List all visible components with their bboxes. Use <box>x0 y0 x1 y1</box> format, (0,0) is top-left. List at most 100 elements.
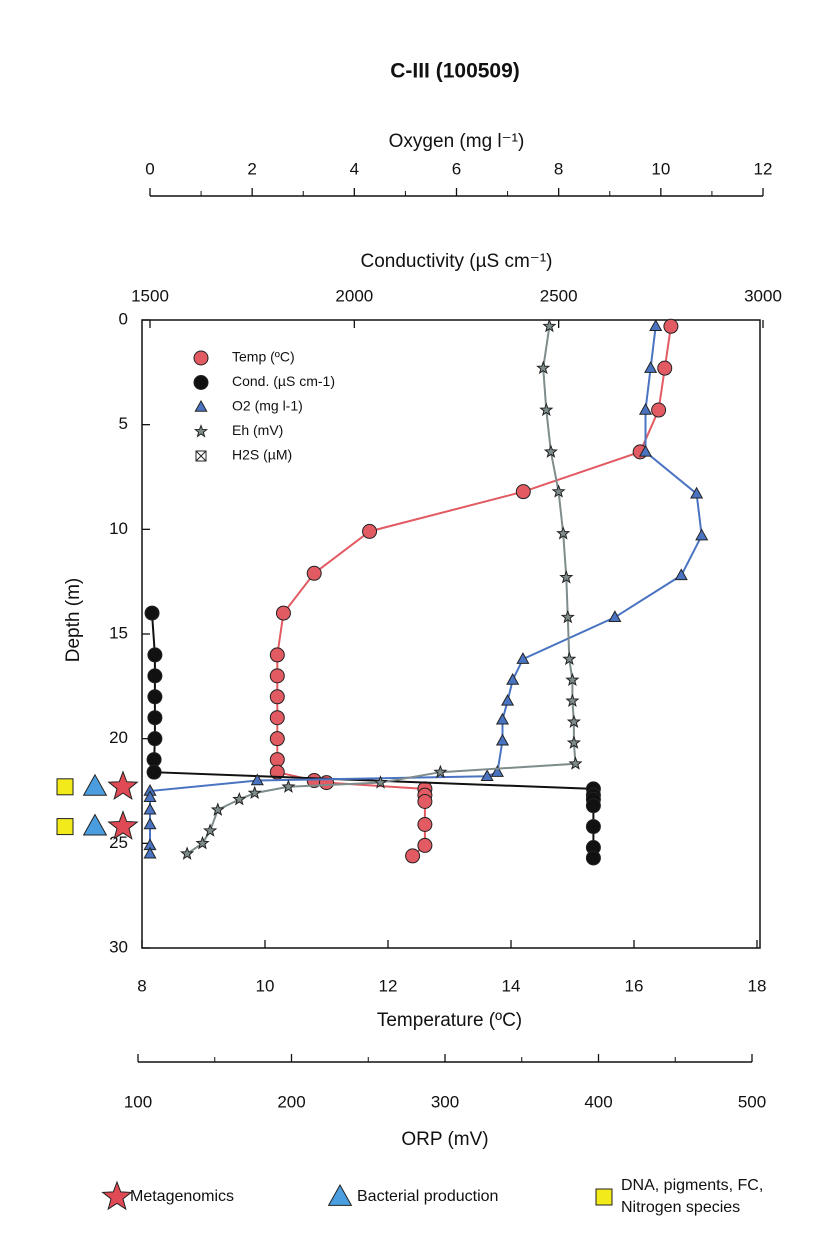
data-point <box>495 733 510 746</box>
x-tick-label: 12 <box>379 976 398 995</box>
plot-frame <box>141 319 761 949</box>
data-point <box>651 402 667 418</box>
y-tick-label: 30 <box>109 937 128 956</box>
x-tick-label: 14 <box>502 976 521 995</box>
data-point <box>638 402 653 415</box>
data-point <box>495 712 510 725</box>
y-tick-label: 10 <box>109 519 128 538</box>
sample-marker <box>107 810 139 840</box>
data-point <box>203 823 218 837</box>
data-point <box>566 735 581 749</box>
data-point <box>250 773 264 786</box>
chart-title: C-III (100509) <box>390 60 520 83</box>
data-point <box>269 710 285 726</box>
data-point <box>501 693 515 706</box>
x-axis-title: Conductivity (µS cm⁻¹) <box>360 251 552 272</box>
data-point <box>195 835 210 850</box>
data-point <box>565 693 580 707</box>
x-tick-label: 500 <box>738 1092 766 1111</box>
data-point <box>143 790 157 802</box>
data-point <box>144 605 160 621</box>
data-point <box>362 523 378 539</box>
data-point <box>275 605 291 621</box>
x-tick-label: 10 <box>651 159 670 178</box>
x-tick-label: 8 <box>554 159 563 178</box>
data-point <box>674 568 688 581</box>
data-point <box>405 848 421 864</box>
data-point <box>480 769 494 782</box>
data-point <box>690 486 704 499</box>
data-point <box>657 360 673 376</box>
x-tick-label: 2 <box>247 159 256 178</box>
key-label: DNA, pigments, FC, <box>621 1177 763 1194</box>
data-point <box>281 779 296 793</box>
y-tick-label: 25 <box>109 833 128 852</box>
data-point <box>180 846 195 860</box>
data-point <box>433 764 448 779</box>
data-point <box>695 528 709 541</box>
key-marker <box>327 1183 353 1206</box>
data-point <box>649 319 663 331</box>
data-point <box>551 484 566 498</box>
data-point <box>562 651 577 666</box>
data-point <box>559 570 574 584</box>
x-tick-label: 6 <box>452 159 461 178</box>
data-point <box>490 765 504 777</box>
key-label: Bacterial production <box>357 1188 498 1205</box>
legend-marker <box>193 424 209 438</box>
data-point <box>608 610 622 622</box>
x-tick-label: 4 <box>350 159 359 178</box>
x-tick-label: 8 <box>137 976 146 995</box>
sample-marker <box>82 773 108 796</box>
data-point <box>269 689 285 705</box>
x-tick-label: 16 <box>625 976 644 995</box>
data-point <box>543 444 558 458</box>
key-label: Metagenomics <box>130 1188 234 1205</box>
data-point <box>143 846 157 859</box>
data-point <box>210 802 225 816</box>
data-point <box>417 793 433 809</box>
legend-label: H2S (µM) <box>232 447 292 463</box>
legend-label: Temp (ºC) <box>232 349 295 365</box>
x-tick-label: 1500 <box>131 286 169 305</box>
data-point <box>146 764 162 780</box>
data-point <box>516 652 530 664</box>
sample-marker <box>82 813 108 836</box>
data-point <box>638 444 653 457</box>
x-tick-label: 0 <box>145 159 154 178</box>
x-tick-label: 12 <box>754 159 773 178</box>
y-tick-label: 20 <box>109 728 128 747</box>
x-tick-label: 2500 <box>540 286 578 305</box>
x-tick-label: 2000 <box>335 286 373 305</box>
key-marker <box>595 1188 613 1206</box>
y-axis-title: Depth (m) <box>63 578 84 662</box>
x-tick-label: 100 <box>124 1092 152 1111</box>
x-axis-title: Temperature (ºC) <box>377 1010 522 1031</box>
x-tick-label: 400 <box>584 1092 612 1111</box>
data-point <box>269 752 285 768</box>
data-point <box>269 668 285 684</box>
data-point <box>417 816 433 832</box>
data-point <box>585 798 601 814</box>
x-tick-label: 200 <box>277 1092 305 1111</box>
data-point <box>536 360 551 375</box>
legend-label: Eh (mV) <box>232 422 283 438</box>
x-axis-title: ORP (mV) <box>401 1129 488 1150</box>
data-point <box>146 752 162 768</box>
data-point <box>247 785 262 800</box>
key-marker <box>101 1180 133 1211</box>
y-tick-label: 0 <box>119 309 128 328</box>
y-tick-label: 5 <box>119 414 128 433</box>
y-tick-label: 15 <box>109 623 128 642</box>
sample-marker <box>56 778 74 796</box>
data-point <box>663 318 679 334</box>
data-point <box>539 402 554 417</box>
data-point <box>644 361 658 373</box>
x-tick-label: 300 <box>431 1092 459 1111</box>
legend-marker <box>195 450 207 462</box>
data-point <box>232 792 247 806</box>
data-point <box>147 689 163 705</box>
x-tick-label: 10 <box>256 976 275 995</box>
